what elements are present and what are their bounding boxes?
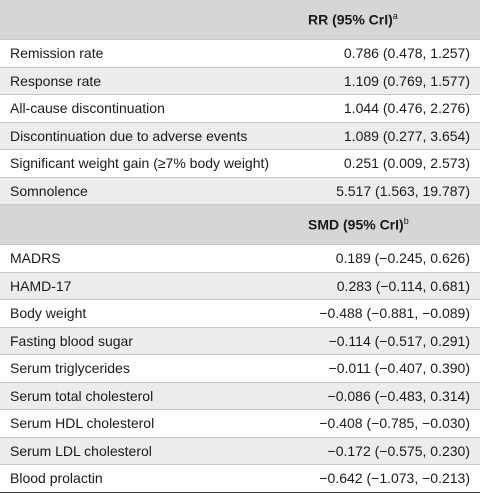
data-row: Body weight −0.488 (−0.881, −0.089) xyxy=(0,299,480,328)
data-row: HAMD-17 0.283 (−0.114, 0.681) xyxy=(0,272,480,300)
row-value: 0.283 (−0.114, 0.681) xyxy=(296,272,480,300)
data-row: Significant weight gain (≥7% body weight… xyxy=(0,149,480,178)
data-row: MADRS 0.189 (−0.245, 0.626) xyxy=(0,244,480,273)
data-row: Response rate 1.109 (0.769, 1.577) xyxy=(0,67,480,95)
row-value: 1.109 (0.769, 1.577) xyxy=(296,67,480,95)
data-row: Remission rate 0.786 (0.478, 1.257) xyxy=(0,39,480,68)
data-row: All-cause discontinuation 1.044 (0.476, 2… xyxy=(0,94,480,123)
row-value: −0.114 (−0.517, 0.291) xyxy=(296,327,480,355)
row-value: 0.786 (0.478, 1.257) xyxy=(296,39,480,68)
row-label: Serum triglycerides xyxy=(0,354,296,383)
row-label: Serum total cholesterol xyxy=(0,382,296,410)
row-value: −0.172 (−0.575, 0.230) xyxy=(296,437,480,465)
header-text: SMD (95% CrI) xyxy=(308,216,404,233)
row-value: −0.642 (−1.073, −0.213) xyxy=(296,464,480,493)
row-value: −0.408 (−0.785, −0.030) xyxy=(296,409,480,438)
row-value: 0.251 (0.009, 2.573) xyxy=(296,149,480,178)
header-row: SMD (95% CrI)b xyxy=(0,204,480,245)
header-cell xyxy=(0,0,296,40)
row-value: 5.517 (1.563, 19.787) xyxy=(296,177,480,205)
row-label: Significant weight gain (≥7% body weight… xyxy=(0,149,296,178)
data-row: Discontinuation due to adverse events 1.0… xyxy=(0,122,480,150)
row-label: Body weight xyxy=(0,299,296,328)
row-value: −0.086 (−0.483, 0.314) xyxy=(296,382,480,410)
row-value: −0.488 (−0.881, −0.089) xyxy=(296,299,480,328)
row-label: MADRS xyxy=(0,244,296,273)
row-label: Fasting blood sugar xyxy=(0,327,296,355)
header-cell: SMD (95% CrI)b xyxy=(296,204,480,245)
row-value: −0.011 (−0.407, 0.390) xyxy=(296,354,480,383)
row-label: Discontinuation due to adverse events xyxy=(0,122,296,150)
header-text: RR (95% CrI) xyxy=(308,11,393,28)
row-label: Remission rate xyxy=(0,39,296,68)
row-label: HAMD-17 xyxy=(0,272,296,300)
row-label: Somnolence xyxy=(0,177,296,205)
row-label: All-cause discontinuation xyxy=(0,94,296,123)
data-row: Serum triglycerides −0.011 (−0.407, 0.390… xyxy=(0,354,480,383)
data-row: Serum HDL cholesterol −0.408 (−0.785, −0.… xyxy=(0,409,480,438)
row-label: Serum LDL cholesterol xyxy=(0,437,296,465)
data-row: Serum total cholesterol −0.086 (−0.483, 0… xyxy=(0,382,480,410)
row-label: Blood prolactin xyxy=(0,464,296,493)
row-label: Serum HDL cholesterol xyxy=(0,409,296,438)
row-value: 1.044 (0.476, 2.276) xyxy=(296,94,480,123)
header-cell: RR (95% CrI)a xyxy=(296,0,480,40)
footnote-marker: b xyxy=(403,216,409,227)
row-value: 0.189 (−0.245, 0.626) xyxy=(296,244,480,273)
header-row: RR (95% CrI)a xyxy=(0,0,480,40)
row-value: 1.089 (0.277, 3.654) xyxy=(296,122,480,150)
footnote-marker: a xyxy=(392,11,398,22)
row-label: Response rate xyxy=(0,67,296,95)
header-cell xyxy=(0,204,296,245)
data-row: Somnolence 5.517 (1.563, 19.787) xyxy=(0,177,480,205)
data-row: Fasting blood sugar −0.114 (−0.517, 0.291… xyxy=(0,327,480,355)
data-row: Serum LDL cholesterol −0.172 (−0.575, 0.2… xyxy=(0,437,480,465)
data-row: Blood prolactin −0.642 (−1.073, −0.213) xyxy=(0,464,480,493)
